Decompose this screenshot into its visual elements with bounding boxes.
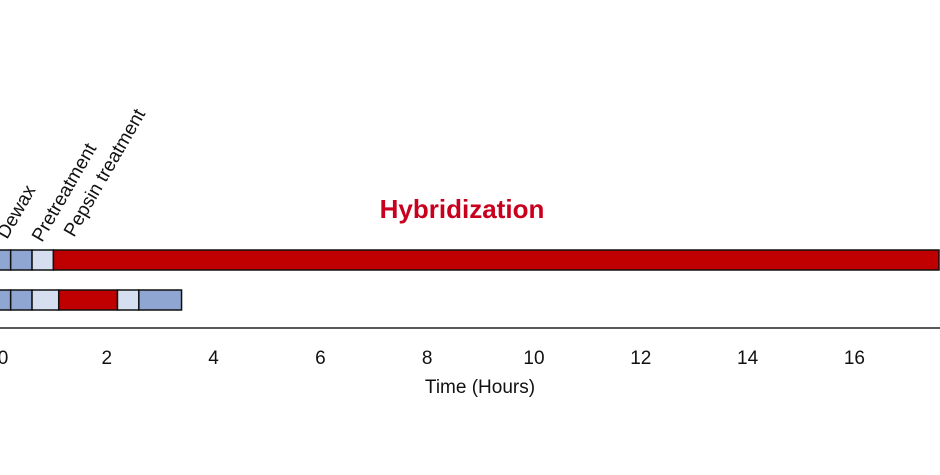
bar-segment-row2-2-step bbox=[9, 289, 33, 311]
x-tick-label: 6 bbox=[315, 348, 326, 369]
bar-segment-row2-5-step-light bbox=[116, 289, 140, 311]
x-tick-label: 16 bbox=[844, 348, 865, 369]
x-tick-label: 14 bbox=[737, 348, 759, 369]
bar-segment-row1-1-step bbox=[0, 249, 12, 271]
x-tick-label: 12 bbox=[630, 348, 651, 369]
bar-segment-row2-3-step-light bbox=[31, 289, 60, 311]
bar-segment-row1-4-hybridization bbox=[52, 249, 940, 271]
x-axis-title: Time (Hours) bbox=[425, 377, 535, 398]
bars-layer bbox=[0, 249, 940, 311]
bar-segment-row1-2-step bbox=[9, 249, 33, 271]
bar-segment-row2-6-step bbox=[138, 289, 183, 311]
x-tick-label: 2 bbox=[102, 348, 113, 369]
x-tick-label: 10 bbox=[523, 348, 544, 369]
x-tick-label: 4 bbox=[208, 348, 219, 369]
hybridization-annotation: Hybridization bbox=[380, 194, 545, 224]
bar-segment-row1-3-step-light bbox=[31, 249, 55, 271]
bar-segment-row2-4-hybridization bbox=[57, 289, 119, 311]
x-tick-label: 0 bbox=[0, 348, 8, 369]
x-tick-label: 8 bbox=[422, 348, 433, 369]
bar-segment-row2-1-step bbox=[0, 289, 12, 311]
x-tick-labels: 0 2 4 6 8 10 12 14 16 bbox=[0, 348, 865, 369]
